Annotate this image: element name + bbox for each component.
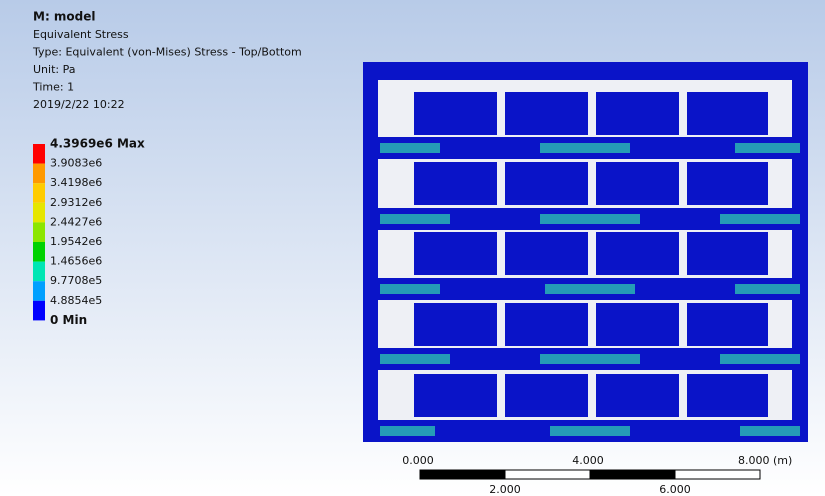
legend-label: 3.4198e6	[50, 176, 102, 189]
legend-swatch	[33, 183, 45, 203]
header-line: Unit: Pa	[33, 63, 75, 76]
legend-swatch	[33, 164, 45, 184]
legend-label: 9.7708e5	[50, 274, 102, 287]
model	[363, 62, 808, 442]
header-line: Time: 1	[32, 81, 74, 94]
header-line: Type: Equivalent (von-Mises) Stress - To…	[32, 46, 302, 59]
legend-swatch	[33, 203, 45, 223]
scale-segment	[675, 470, 760, 479]
legend-label: 1.4656e6	[50, 255, 102, 268]
legend-swatch	[33, 144, 45, 164]
scale-segment	[505, 470, 590, 479]
scale-label: 6.000	[659, 483, 691, 496]
scale-label: 2.000	[489, 483, 521, 496]
legend-swatch	[33, 222, 45, 242]
scale-label: 8.000 (m)	[738, 454, 792, 467]
header-line: Equivalent Stress	[33, 28, 129, 41]
legend-swatch	[33, 262, 45, 282]
legend-label: 4.8854e5	[50, 294, 102, 307]
legend-label: 2.4427e6	[50, 215, 102, 228]
title: M: model	[33, 10, 96, 24]
header-line: 2019/2/22 10:22	[33, 98, 125, 111]
scale-segment	[590, 470, 675, 479]
scale-segment	[420, 470, 505, 479]
screen: M: model Equivalent Stress Type: Equivale…	[0, 0, 825, 496]
legend-label: 0 Min	[50, 313, 87, 327]
legend-label: 1.9542e6	[50, 235, 102, 248]
scale-label: 0.000	[402, 454, 434, 467]
legend-label: 4.3969e6 Max	[50, 137, 145, 151]
scale-label: 4.000	[572, 454, 604, 467]
legend-label: 2.9312e6	[50, 196, 102, 209]
viewport: M: model Equivalent Stress Type: Equivale…	[0, 0, 825, 496]
legend-swatch	[33, 242, 45, 262]
legend-swatch	[33, 301, 45, 321]
legend-swatch	[33, 281, 45, 301]
legend-label: 3.9083e6	[50, 157, 102, 170]
